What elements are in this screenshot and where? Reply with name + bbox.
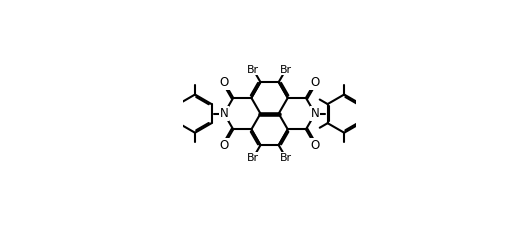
Text: O: O bbox=[219, 139, 229, 152]
Text: O: O bbox=[310, 139, 320, 152]
Text: Br: Br bbox=[280, 153, 292, 163]
Text: N: N bbox=[311, 107, 319, 120]
Text: Br: Br bbox=[247, 153, 259, 163]
Text: O: O bbox=[310, 76, 320, 89]
Text: Br: Br bbox=[247, 65, 259, 75]
Text: Br: Br bbox=[280, 65, 292, 75]
Text: O: O bbox=[219, 76, 229, 89]
Text: N: N bbox=[220, 107, 228, 120]
